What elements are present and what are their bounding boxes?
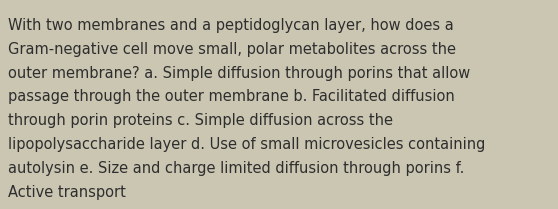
Text: autolysin e. Size and charge limited diffusion through porins f.: autolysin e. Size and charge limited dif… <box>8 161 464 176</box>
Text: Gram-negative cell move small, polar metabolites across the: Gram-negative cell move small, polar met… <box>8 42 456 57</box>
Text: Active transport: Active transport <box>8 185 126 200</box>
Text: passage through the outer membrane b. Facilitated diffusion: passage through the outer membrane b. Fa… <box>8 89 455 104</box>
Text: outer membrane? a. Simple diffusion through porins that allow: outer membrane? a. Simple diffusion thro… <box>8 66 470 81</box>
Text: through porin proteins c. Simple diffusion across the: through porin proteins c. Simple diffusi… <box>8 113 393 128</box>
Text: lipopolysaccharide layer d. Use of small microvesicles containing: lipopolysaccharide layer d. Use of small… <box>8 137 485 152</box>
Text: With two membranes and a peptidoglycan layer, how does a: With two membranes and a peptidoglycan l… <box>8 18 454 33</box>
